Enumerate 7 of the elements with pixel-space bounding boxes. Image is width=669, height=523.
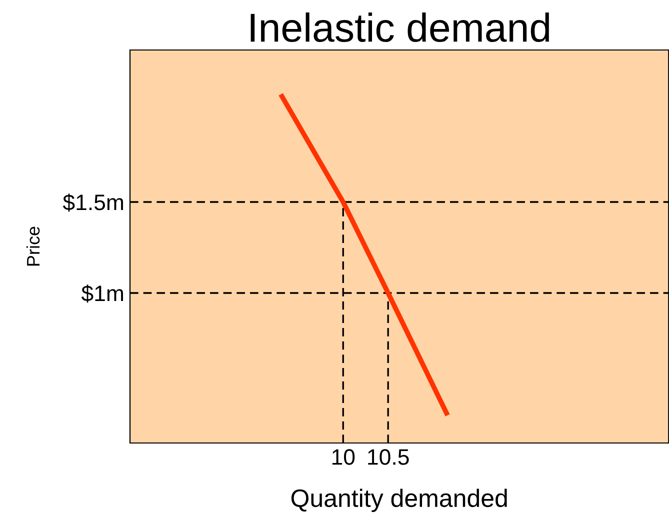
y-tick-label: $1m	[81, 284, 123, 303]
chart-title: Inelastic demand	[250, 12, 549, 42]
y-axis-title: Price	[26, 226, 40, 266]
x-tick-label: 10	[332, 449, 355, 465]
x-axis-title: Quantity demanded	[291, 488, 507, 512]
y-tick-label: $1.5m	[62, 194, 123, 212]
x-tick-label: 10.5	[368, 449, 409, 465]
